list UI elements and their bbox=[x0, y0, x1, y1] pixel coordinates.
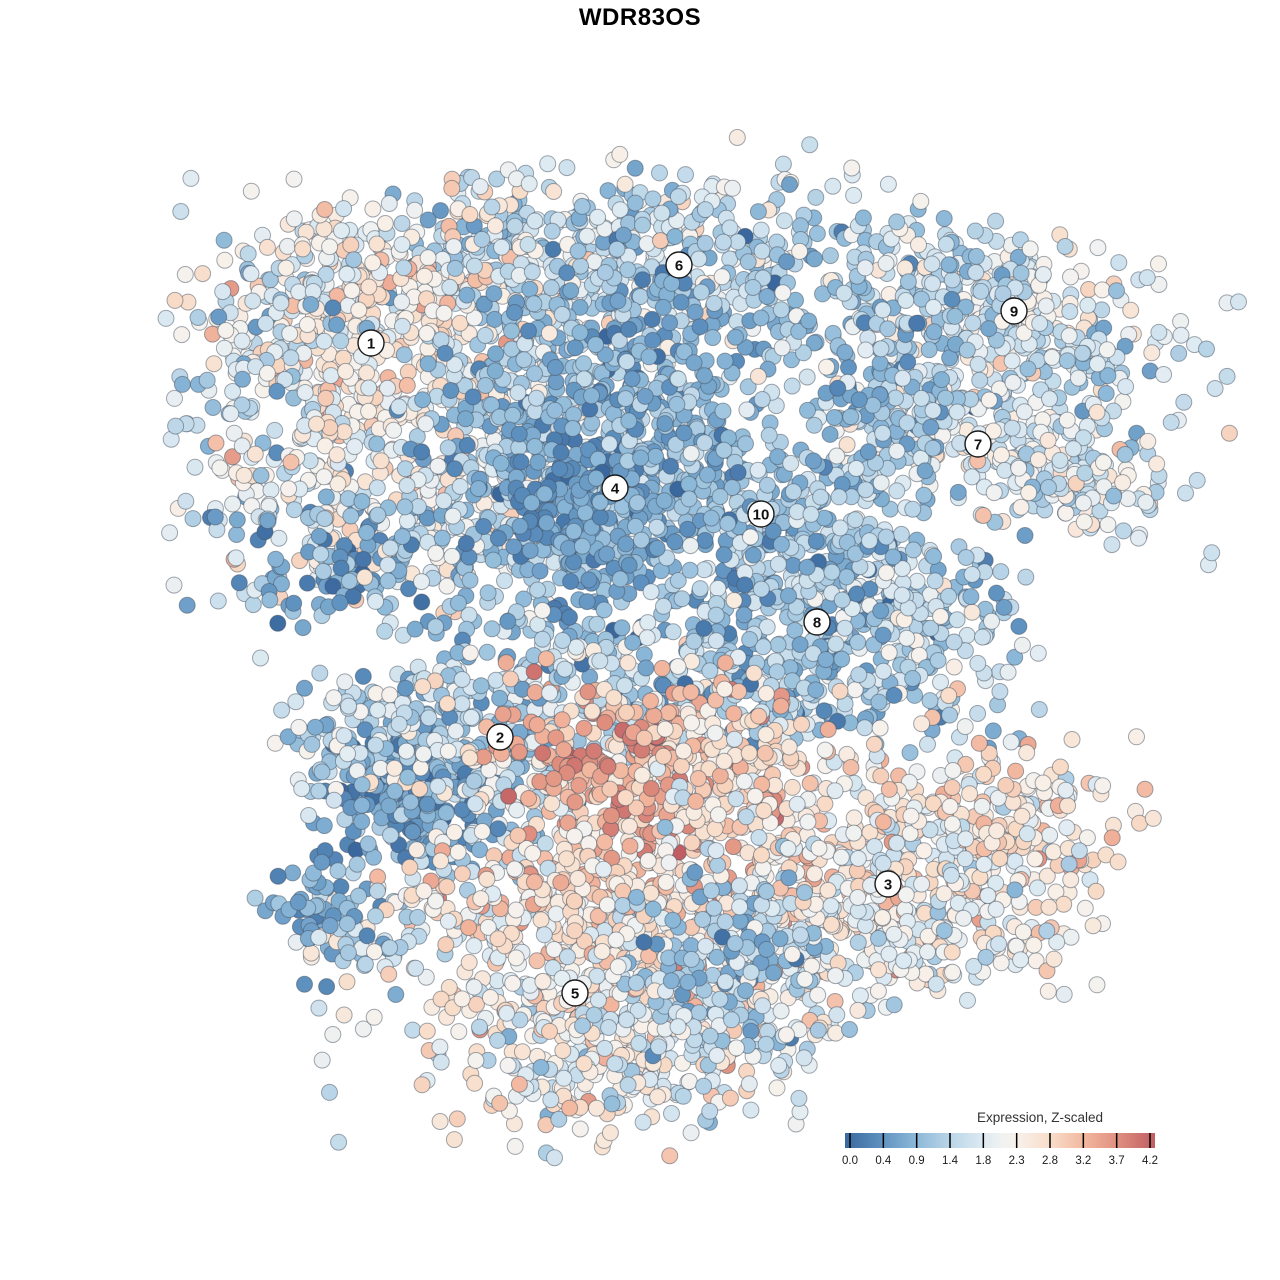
colorbar-tick-label: 4.2 bbox=[1142, 1155, 1158, 1167]
colorbar bbox=[845, 1133, 1155, 1148]
colorbar-tick-label: 2.8 bbox=[1042, 1155, 1058, 1167]
colorbar-tick-label: 1.8 bbox=[975, 1155, 991, 1167]
cluster-number: 5 bbox=[571, 986, 579, 1003]
cluster-number: 1 bbox=[367, 336, 375, 353]
cluster-label-9: 9 bbox=[1000, 297, 1028, 325]
cluster-label-10: 10 bbox=[747, 500, 775, 528]
cluster-label-8: 8 bbox=[803, 608, 831, 636]
cluster-number: 4 bbox=[611, 481, 620, 498]
plot-title: WDR83OS bbox=[578, 4, 702, 31]
cluster-label-2: 2 bbox=[486, 723, 514, 751]
legend-title: Expression, Z-scaled bbox=[977, 1110, 1103, 1125]
cluster-label-7: 7 bbox=[964, 430, 992, 458]
colorbar-tick-label: 0.9 bbox=[909, 1155, 925, 1167]
cluster-number: 7 bbox=[974, 437, 982, 454]
cluster-number: 3 bbox=[884, 877, 892, 894]
cluster-label-1: 1 bbox=[357, 329, 385, 357]
cluster-number: 8 bbox=[813, 615, 821, 632]
colorbar-tick-label: 1.4 bbox=[942, 1155, 959, 1167]
cluster-number: 9 bbox=[1010, 304, 1018, 321]
cluster-number: 10 bbox=[753, 507, 770, 524]
colorbar-tick-label: 2.3 bbox=[1009, 1155, 1025, 1167]
cluster-label-6: 6 bbox=[665, 251, 693, 279]
cluster-label-3: 3 bbox=[874, 870, 902, 898]
colorbar-tick-label: 3.2 bbox=[1075, 1155, 1091, 1167]
colorbar-tick-label: 3.7 bbox=[1109, 1155, 1125, 1167]
cluster-label-5: 5 bbox=[561, 979, 589, 1007]
cluster-label-4: 4 bbox=[601, 474, 629, 502]
colorbar-tick-label: 0.4 bbox=[875, 1155, 892, 1167]
scatter-points bbox=[157, 129, 1247, 1167]
colorbar-tick-label: 0.0 bbox=[842, 1155, 858, 1167]
cluster-number: 2 bbox=[496, 730, 504, 747]
cluster-labels: 1 2 3 4 5 6 7 8 9 10 bbox=[357, 251, 1028, 1007]
expression-legend: Expression, Z-scaled 0.0 0.4 0.9 1.4 1.8 2.3 2… bbox=[842, 1110, 1158, 1167]
cluster-number: 6 bbox=[675, 258, 683, 275]
